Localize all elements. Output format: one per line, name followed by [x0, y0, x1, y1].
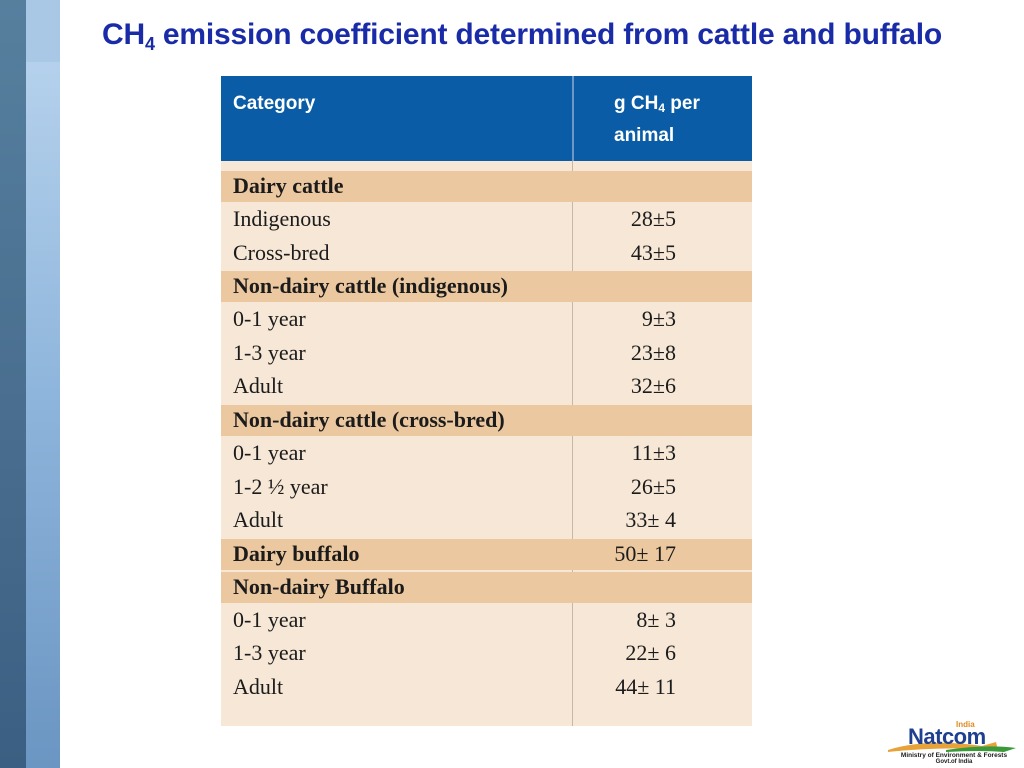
- row-category: 0-1 year: [233, 306, 306, 332]
- title-prefix: CH: [102, 18, 145, 51]
- table-group-row: Dairy buffalo 50± 17: [221, 538, 752, 570]
- row-category: Non-dairy cattle (cross-bred): [233, 407, 505, 432]
- table-group-row: Non-dairy cattle (indigenous): [221, 271, 752, 303]
- header-value-prefix: g CH: [614, 93, 659, 114]
- row-value: 33± 4: [625, 507, 676, 533]
- logo-name: Natcom: [908, 724, 986, 749]
- emission-table: Category g CH4 per animal Dairy cattle In…: [221, 76, 752, 726]
- table-header: Category g CH4 per animal: [221, 76, 752, 161]
- row-category: Cross-bred: [233, 239, 330, 265]
- logo-ministry: Ministry of Environment & Forests: [900, 752, 1008, 759]
- table-row: 1-2 ½ year 26±5: [221, 472, 752, 505]
- table-group-row: Non-dairy Buffalo: [221, 571, 752, 603]
- left-light-strip: [26, 0, 60, 768]
- row-value: 11±3: [631, 440, 676, 465]
- table-row: Adult 32±6: [221, 371, 752, 404]
- row-value: 22± 6: [625, 640, 676, 666]
- row-value: 43±5: [630, 239, 676, 265]
- slide-title: CH4 emission coefficient determined from…: [102, 18, 943, 54]
- left-top-notch: [26, 0, 60, 62]
- row-category: 0-1 year: [233, 440, 306, 465]
- row-value: 28±5: [630, 206, 676, 231]
- header-value-suffix: per animal: [614, 93, 700, 146]
- row-category: Adult: [233, 674, 284, 699]
- table-row: 1-3 year 22± 6: [221, 638, 752, 671]
- logo-swoosh-icon: [888, 742, 1016, 752]
- table-group-row: Dairy cattle: [221, 171, 752, 202]
- row-category: 1-3 year: [233, 339, 306, 365]
- title-bar: CH4 emission coefficient determined from…: [60, 0, 1024, 62]
- table-group-row: Non-dairy cattle (cross-bred): [221, 405, 752, 436]
- left-decorative-band: [0, 0, 60, 768]
- table-row: 0-1 year 8± 3: [221, 605, 752, 638]
- title-subscript: 4: [144, 34, 155, 54]
- row-category: 0-1 year: [233, 606, 306, 632]
- row-value: 32±6: [630, 373, 676, 399]
- row-category: Non-dairy cattle (indigenous): [233, 273, 508, 299]
- table-row: Cross-bred 43±5: [221, 238, 752, 271]
- row-category: Adult: [233, 373, 284, 399]
- row-category: Dairy buffalo: [233, 540, 360, 566]
- row-category: Indigenous: [233, 206, 331, 231]
- row-value: 8± 3: [636, 606, 676, 632]
- row-value: 26±5: [630, 473, 676, 499]
- row-category: Adult: [233, 507, 284, 533]
- row-value: 9±3: [641, 306, 676, 332]
- row-value: 23±8: [630, 339, 676, 365]
- table-row: 1-3 year 23±8: [221, 338, 752, 371]
- left-dark-strip: [0, 0, 26, 768]
- logo-country: India: [956, 720, 975, 729]
- row-category: 1-3 year: [233, 640, 306, 666]
- logo-government: Govt.of India: [935, 759, 973, 765]
- header-category: Category: [233, 93, 316, 114]
- title-suffix: emission coefficient determined from cat…: [154, 18, 943, 51]
- row-category: 1-2 ½ year: [233, 473, 328, 499]
- row-value: 44± 11: [615, 674, 676, 699]
- header-value: g CH4 per animal: [614, 88, 744, 152]
- header-value-subscript: 4: [658, 101, 666, 115]
- table-row: Adult 33± 4: [221, 505, 752, 538]
- row-category: Dairy cattle: [233, 173, 344, 198]
- column-divider: [572, 161, 573, 726]
- row-category: Non-dairy Buffalo: [233, 573, 405, 599]
- table-row: 0-1 year 11±3: [221, 438, 752, 471]
- table-row: 0-1 year 9±3: [221, 304, 752, 337]
- table-row: Indigenous 28±5: [221, 204, 752, 237]
- natcom-logo: India Natcom Ministry of Environment & F…: [886, 718, 1020, 766]
- row-value: 50± 17: [614, 540, 676, 566]
- header-divider: [572, 76, 574, 161]
- table-row: Adult 44± 11: [221, 672, 752, 705]
